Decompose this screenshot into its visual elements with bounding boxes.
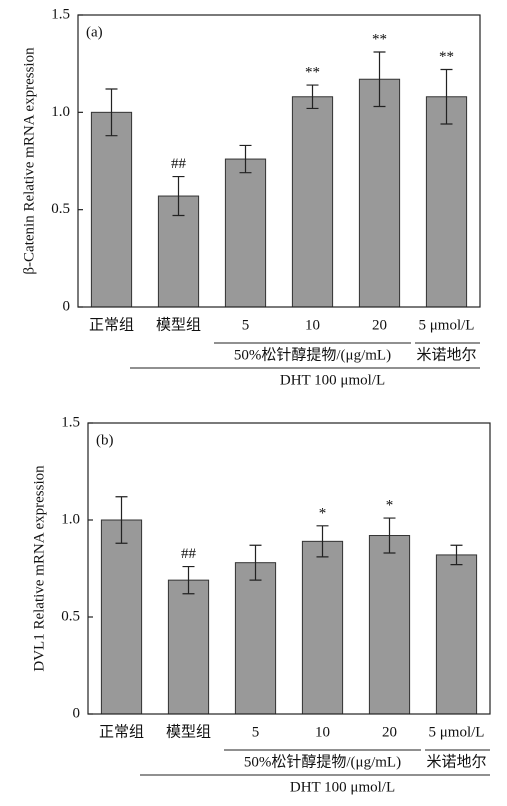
error-bar (172, 175, 185, 217)
x-tick-label: 模型组 (156, 316, 201, 333)
x-tick-label: 10 (315, 724, 330, 740)
y-tick-label: 1.0 (51, 104, 70, 120)
group-label: 米诺地尔 (416, 346, 476, 363)
x-tick-label: 正常组 (89, 316, 134, 333)
group-label: 50%松针醇提物/(μg/mL) (244, 753, 401, 770)
y-axis-label: DVL1 Relative mRNA expression (31, 465, 47, 672)
significance: ## (171, 156, 187, 172)
bar (90, 111, 133, 308)
y-tick-label: 0.5 (61, 608, 80, 624)
significance: ** (439, 49, 454, 65)
error-bar (450, 544, 463, 566)
x-tick-label: 5 (252, 724, 260, 740)
panel-label: (a) (86, 24, 103, 40)
x-tick-label: 10 (305, 317, 320, 333)
significance: * (386, 497, 394, 513)
error-bar (440, 68, 453, 125)
bar (167, 579, 210, 715)
error-bar (239, 144, 252, 174)
significance: * (319, 505, 327, 521)
bar (100, 519, 143, 715)
significance: ** (372, 31, 387, 47)
y-tick-label: 0.5 (51, 201, 70, 217)
bar (224, 158, 267, 308)
panel-label: (b) (96, 432, 114, 448)
x-tick-label: 5 (242, 317, 250, 333)
y-tick-label: 1.0 (61, 511, 80, 527)
significance: ** (305, 65, 320, 81)
error-bar (182, 565, 195, 595)
error-bar (383, 517, 396, 554)
bar (301, 540, 344, 715)
group-label: 米诺地尔 (426, 753, 486, 770)
y-tick-label: 0 (63, 298, 71, 314)
bar (425, 96, 468, 308)
group-label: 50%松针醇提物/(μg/mL) (234, 346, 391, 363)
x-tick-label: 5 μmol/L (419, 317, 475, 333)
x-tick-label: 5 μmol/L (429, 724, 485, 740)
x-tick-label: 20 (372, 317, 387, 333)
error-bar (115, 496, 128, 544)
error-bar (249, 544, 262, 581)
y-tick-label: 1.5 (51, 6, 70, 22)
group-label: DHT 100 μmol/L (280, 372, 385, 388)
bar (368, 535, 411, 715)
y-tick-label: 1.5 (61, 414, 80, 430)
error-bar (105, 88, 118, 137)
x-tick-label: 20 (382, 724, 397, 740)
error-bar (373, 51, 386, 108)
significance: ## (181, 546, 197, 562)
error-bar (306, 84, 319, 110)
y-tick-label: 0 (73, 705, 81, 721)
error-bar (316, 525, 329, 558)
x-tick-label: 模型组 (166, 723, 211, 740)
bar (291, 96, 334, 308)
plot-frame (87, 422, 491, 715)
x-tick-label: 正常组 (99, 723, 144, 740)
bar (435, 554, 478, 715)
bar (234, 562, 277, 715)
bar (358, 78, 401, 308)
plot-frame (77, 14, 481, 308)
y-axis-label: β-Catenin Relative mRNA expression (21, 47, 37, 275)
group-label: DHT 100 μmol/L (290, 779, 395, 795)
